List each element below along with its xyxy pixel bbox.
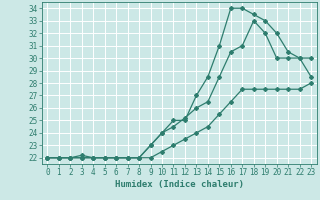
X-axis label: Humidex (Indice chaleur): Humidex (Indice chaleur) xyxy=(115,180,244,189)
